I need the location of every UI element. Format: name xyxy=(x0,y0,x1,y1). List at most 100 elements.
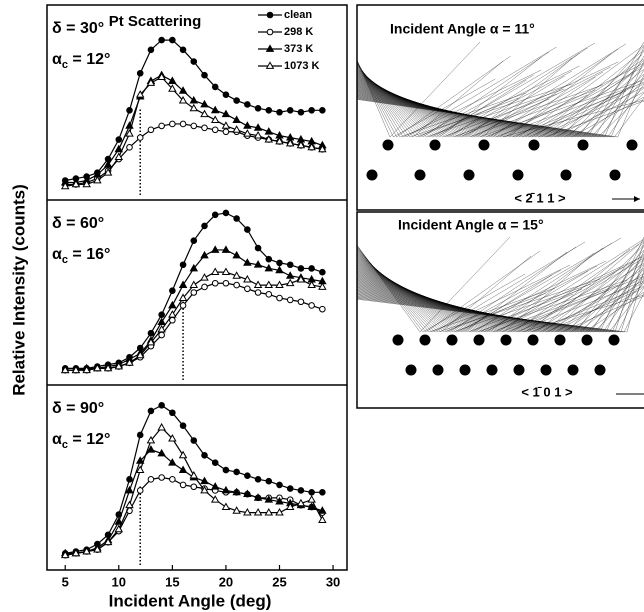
critical-label-part: α xyxy=(52,431,62,448)
marker xyxy=(168,458,177,466)
marker xyxy=(253,260,263,268)
marker xyxy=(114,524,124,533)
marker xyxy=(308,265,315,272)
annotation: δ = 30° xyxy=(52,20,104,37)
trajectory xyxy=(356,92,644,138)
marker xyxy=(169,36,176,44)
chart-title: Pt Scattering xyxy=(109,13,202,30)
marker xyxy=(147,329,155,337)
x-tick-label: 15 xyxy=(165,574,179,589)
marker xyxy=(125,129,134,137)
marker xyxy=(82,179,91,188)
marker xyxy=(178,293,188,301)
marker xyxy=(222,209,230,217)
marker xyxy=(265,291,273,298)
marker xyxy=(253,493,263,501)
marker xyxy=(276,481,283,489)
marker xyxy=(158,402,165,409)
marker xyxy=(169,409,176,417)
marker xyxy=(211,279,219,287)
marker xyxy=(221,267,231,276)
marker xyxy=(179,481,187,489)
direction-label: < 1̄ 0 1 > xyxy=(521,384,573,399)
marker xyxy=(147,126,155,134)
trajectory xyxy=(356,250,644,333)
marker xyxy=(211,459,219,467)
marker xyxy=(126,476,133,483)
series-line xyxy=(65,76,323,187)
marker xyxy=(308,489,315,496)
atom xyxy=(414,169,426,181)
marker xyxy=(318,282,327,290)
marker xyxy=(233,468,240,476)
trajectory xyxy=(356,248,631,333)
trajectory xyxy=(356,280,644,333)
diagram-title: Incident Angle α = 15° xyxy=(398,217,544,233)
marker xyxy=(275,496,284,505)
trajectory xyxy=(356,277,644,333)
marker xyxy=(210,495,220,503)
marker xyxy=(103,537,113,546)
marker xyxy=(201,222,208,230)
marker xyxy=(168,84,177,92)
atom xyxy=(432,364,444,376)
atom xyxy=(500,334,512,346)
trajectory xyxy=(356,278,644,333)
marker xyxy=(135,90,145,98)
marker xyxy=(158,122,165,130)
trajectory xyxy=(356,240,644,333)
marker xyxy=(210,482,220,490)
trajectory xyxy=(356,249,644,333)
marker xyxy=(318,515,327,523)
marker xyxy=(264,134,274,143)
critical-label-part: c xyxy=(62,254,68,266)
marker xyxy=(319,268,326,276)
marker xyxy=(221,502,231,510)
trajectory xyxy=(356,282,644,333)
atom xyxy=(473,334,485,346)
marker xyxy=(136,431,144,439)
marker xyxy=(264,127,274,135)
marker xyxy=(168,76,177,84)
marker xyxy=(146,337,156,346)
atom xyxy=(626,139,638,151)
diagram-title: Incident Angle α = 11° xyxy=(390,21,535,37)
marker xyxy=(168,300,177,309)
atom xyxy=(528,139,540,151)
marker xyxy=(158,311,165,319)
diagram-frame xyxy=(356,4,644,211)
marker xyxy=(200,109,209,118)
marker xyxy=(319,305,326,313)
marker xyxy=(93,545,102,553)
marker xyxy=(232,250,241,259)
marker xyxy=(243,121,252,129)
marker xyxy=(243,274,252,283)
marker xyxy=(158,474,165,481)
critical-label-part: = 16° xyxy=(68,246,110,263)
marker xyxy=(244,101,251,108)
marker xyxy=(307,502,316,510)
marker xyxy=(232,271,241,279)
marker xyxy=(114,517,124,525)
trajectory xyxy=(356,264,644,333)
legend-label: clean xyxy=(284,9,312,21)
marker xyxy=(125,358,134,366)
legend-marker xyxy=(265,44,275,52)
marker xyxy=(264,280,274,288)
marker xyxy=(254,244,262,252)
trajectory xyxy=(356,258,644,333)
marker xyxy=(276,108,283,116)
marker xyxy=(189,103,199,112)
y-axis-label: Relative Intensity (counts) xyxy=(9,184,28,396)
marker xyxy=(243,258,252,266)
marker xyxy=(179,302,187,309)
diagram-frame xyxy=(356,211,644,409)
marker xyxy=(190,122,198,130)
plot-frame xyxy=(46,4,348,571)
marker xyxy=(307,142,316,151)
marker xyxy=(115,136,123,143)
x-tick-label: 20 xyxy=(219,574,233,589)
marker xyxy=(169,476,176,483)
marker xyxy=(190,437,198,444)
